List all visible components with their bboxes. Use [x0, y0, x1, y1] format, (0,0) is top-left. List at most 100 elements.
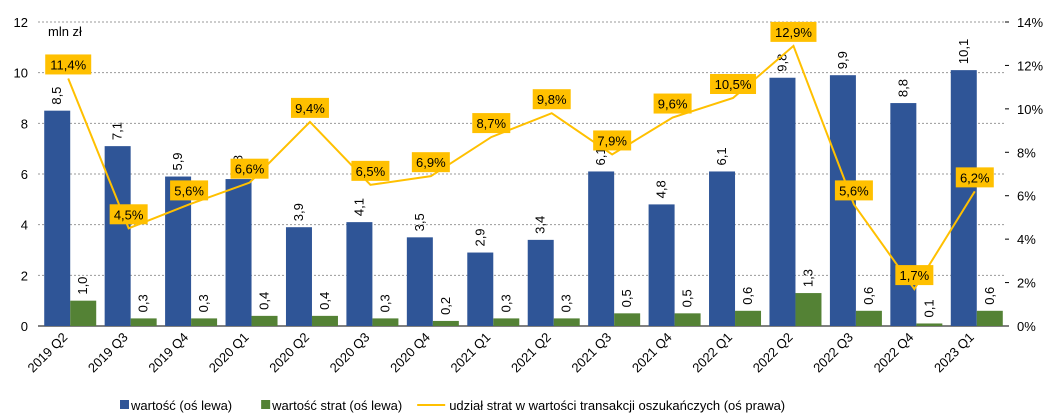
y2-tick-label: 8%: [1017, 145, 1036, 160]
bar-value-label: 0,3: [377, 294, 392, 312]
label-box: [895, 265, 934, 286]
bar-value-label: 0,4: [257, 292, 272, 310]
bar-value-label: 6,1: [714, 147, 729, 165]
bar: [104, 146, 131, 326]
bar: [165, 176, 192, 326]
bar-value-label: 0,6: [861, 287, 876, 305]
bar: [674, 313, 701, 326]
y-tick-label: 4: [21, 218, 28, 233]
x-tick-label: 2022 Q3: [810, 330, 856, 376]
x-tick-label: 2019 Q4: [145, 330, 191, 376]
bar-value-label: 9,9: [835, 51, 850, 69]
bar-value-label: 1,0: [75, 277, 90, 295]
y-tick-label: 8: [21, 116, 28, 131]
bar-value-label: 0,3: [498, 294, 513, 312]
y2-tick-label: 14%: [1017, 15, 1043, 30]
bar: [225, 179, 252, 326]
line-value-label: 1,7%: [900, 268, 930, 283]
y2-tick-label: 4%: [1017, 232, 1036, 247]
x-tick-label: 2021 Q2: [508, 330, 554, 376]
bar-value-label: 0,1: [921, 299, 936, 317]
y2-tick-label: 0%: [1017, 319, 1036, 334]
y-tick-label: 10: [14, 66, 28, 81]
y-tick-label: 12: [14, 15, 28, 30]
bar: [976, 310, 1003, 326]
bar: [527, 239, 554, 326]
bar: [769, 77, 796, 326]
x-tick-label: 2021 Q1: [448, 330, 494, 376]
legend-label: udział strat w wartości transakcji oszuk…: [449, 398, 785, 413]
bar: [285, 227, 312, 326]
x-tick-label: 2021 Q3: [568, 330, 614, 376]
bar: [191, 318, 218, 326]
bar: [735, 310, 762, 326]
y2-tick-label: 12%: [1017, 58, 1043, 73]
x-tick-label: 2022 Q1: [689, 330, 735, 376]
legend-label: wartość strat (oś lewa): [271, 398, 402, 413]
label-box: [290, 97, 329, 118]
x-tick-label: 2020 Q1: [206, 330, 252, 376]
bar: [648, 204, 675, 326]
label-box: [532, 89, 571, 110]
label-box: [230, 158, 269, 179]
y-tick-label: 2: [21, 268, 28, 283]
label-box: [770, 21, 817, 42]
line: [67, 44, 976, 291]
x-tick-label: 2022 Q4: [871, 330, 917, 376]
bar: [614, 313, 641, 326]
legend-label: wartość (oś lewa): [130, 398, 232, 413]
bar: [916, 323, 943, 326]
label-box: [834, 180, 873, 201]
label-box: [351, 160, 390, 181]
line-value-label: 9,4%: [295, 101, 325, 116]
y2-tick-label: 10%: [1017, 102, 1043, 117]
bar-value-label: 10,1: [956, 39, 971, 64]
bar: [855, 310, 882, 326]
line-value-label: 10,5%: [715, 77, 752, 92]
y-tick-label: 6: [21, 167, 28, 182]
bar: [553, 318, 580, 326]
x-tick-label: 2019 Q2: [24, 330, 70, 376]
bar: [311, 315, 338, 326]
bar-value-label: 5,9: [170, 152, 185, 170]
line-value-label: 9,8%: [537, 92, 567, 107]
bar-value-label: 6,1: [593, 147, 608, 165]
line-value-label: 11,4%: [50, 57, 86, 72]
x-tick-label: 2020 Q3: [327, 330, 373, 376]
label-box: [710, 74, 757, 94]
bar: [406, 237, 433, 326]
bar-value-label: 3,4: [533, 216, 548, 234]
bar-value-label: 0,4: [317, 292, 332, 310]
label-box: [45, 54, 92, 75]
bar: [709, 171, 736, 326]
bar-value-label: 0,3: [136, 294, 151, 312]
bar-value-label: 3,9: [291, 203, 306, 221]
bar-value-label: 8,8: [895, 79, 910, 97]
bar-value-label: 0,2: [438, 297, 453, 315]
label-box: [109, 204, 148, 225]
line-value-label: 6,6%: [235, 162, 265, 177]
legend-swatch: [261, 400, 271, 409]
line-value-label: 5,6%: [839, 183, 869, 198]
bar: [44, 110, 71, 327]
bar-value-label: 0,6: [740, 287, 755, 305]
bar-value-label: 0,3: [196, 294, 211, 312]
line-value-label: 7,9%: [597, 133, 627, 148]
bar-value-label: 0,3: [559, 294, 574, 312]
bar: [130, 318, 157, 326]
line-value-label: 5,6%: [174, 183, 204, 198]
label-box: [955, 167, 994, 188]
y2-tick-label: 2%: [1017, 276, 1036, 291]
line-value-label: 8,7%: [476, 116, 506, 131]
line-value-label: 9,6%: [658, 97, 688, 112]
bar: [890, 103, 917, 326]
bar-value-label: 2,9: [472, 228, 487, 246]
bar-value-label: 7,1: [110, 122, 125, 140]
bar-value-label: 1,3: [800, 269, 815, 287]
y-tick-label: 0: [21, 319, 28, 334]
x-tick-label: 2020 Q2: [266, 330, 312, 376]
bar-value-label: 0,5: [680, 289, 695, 307]
line-value-label: 6,5%: [356, 164, 386, 179]
label-box: [653, 93, 692, 114]
